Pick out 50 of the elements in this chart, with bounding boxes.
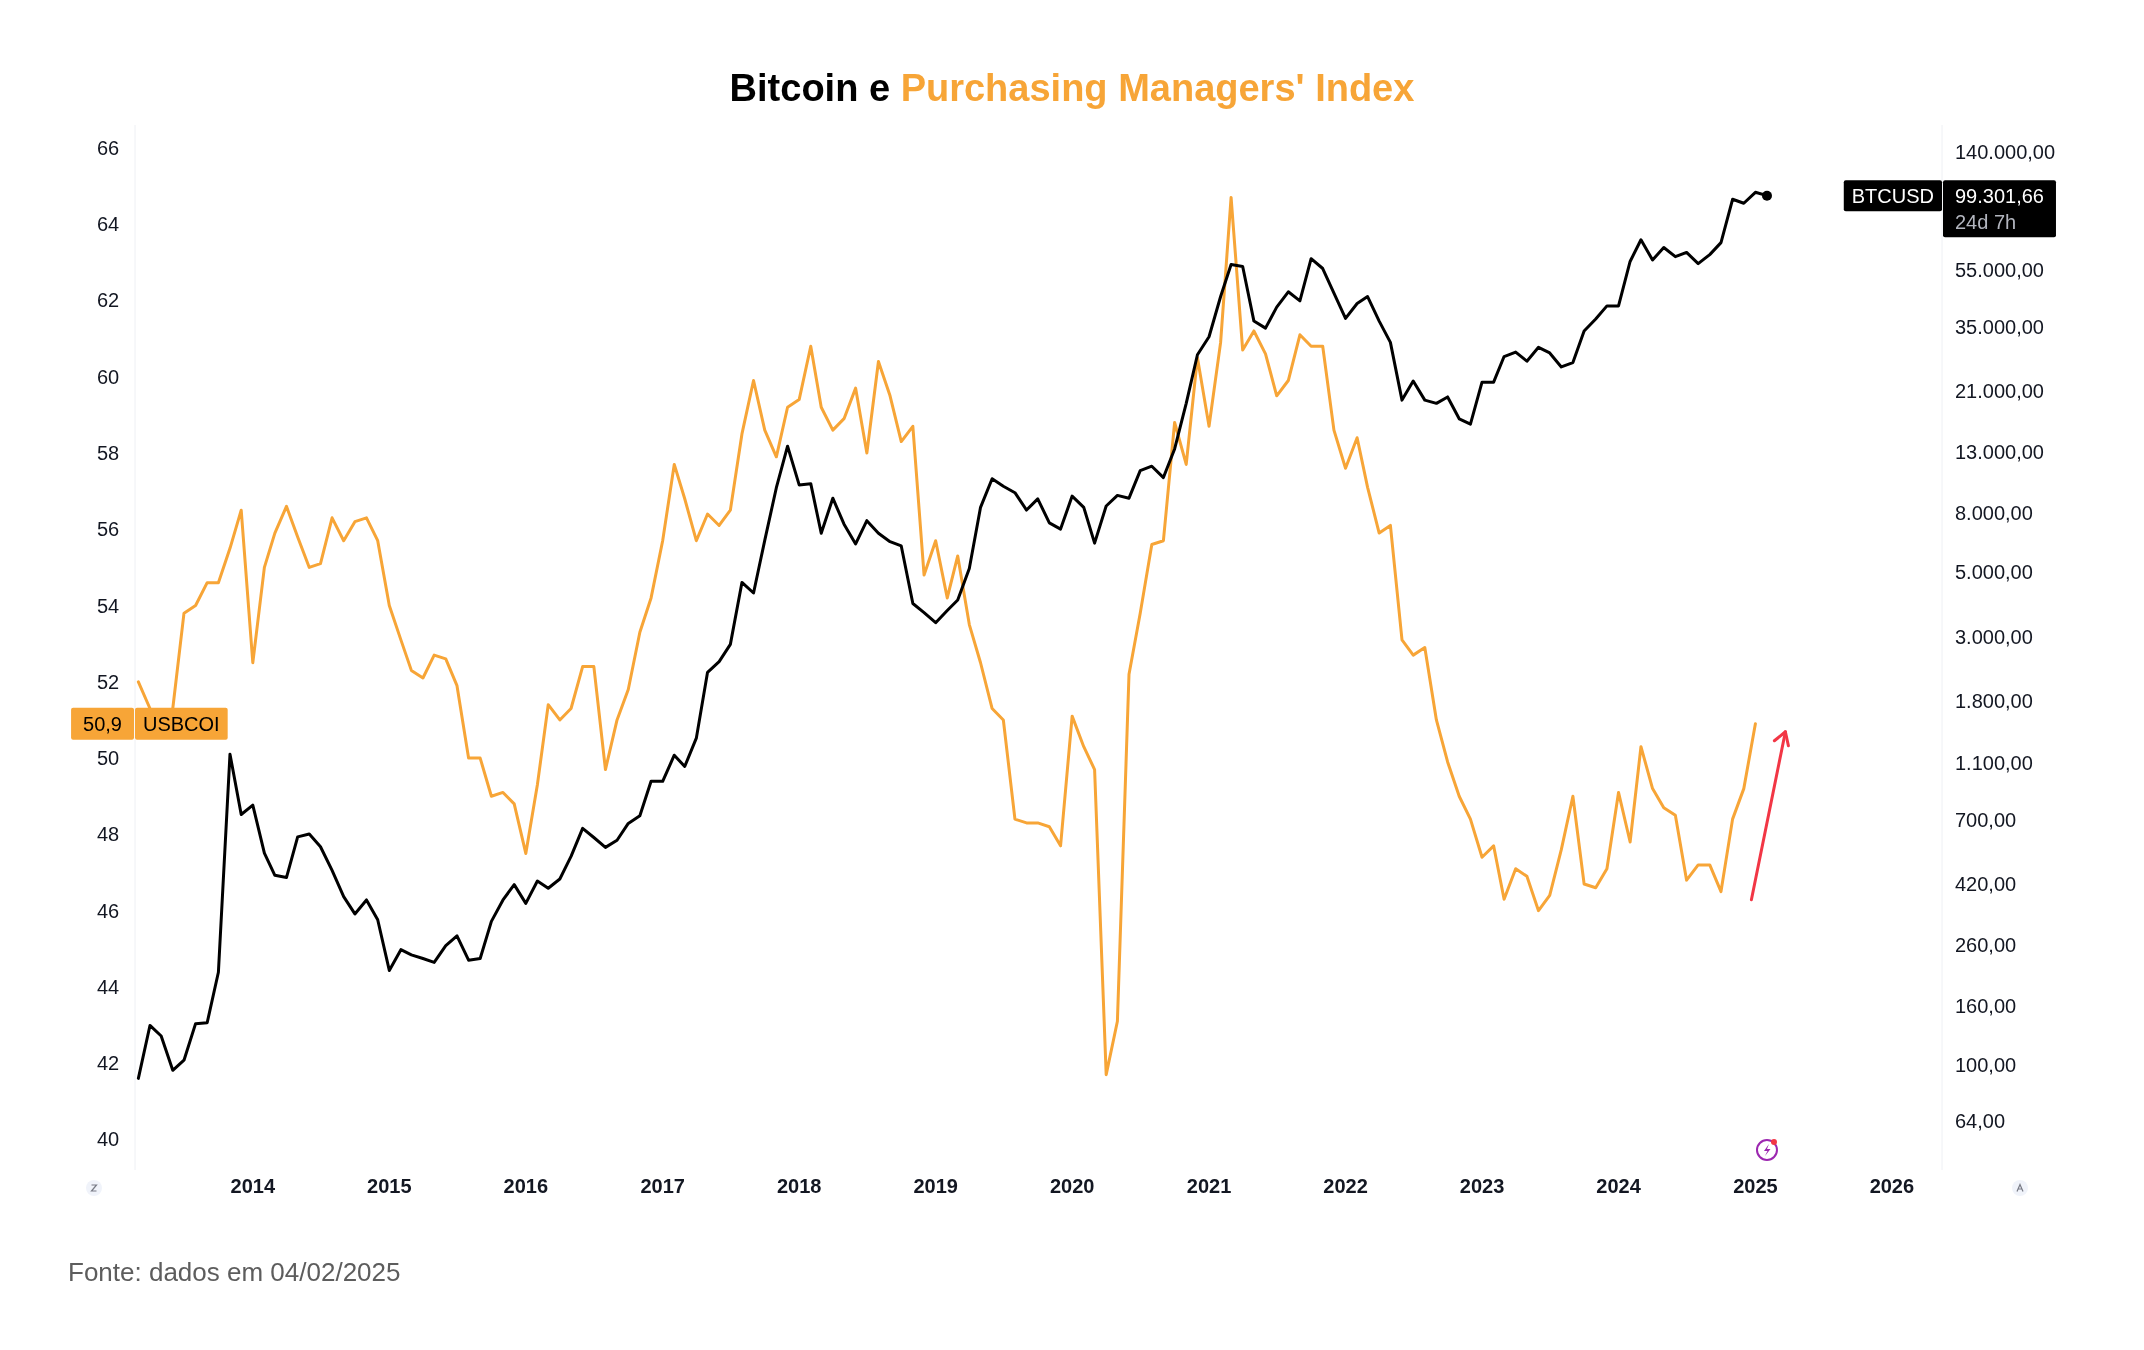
x-tick-label: 2018 xyxy=(776,1175,822,1197)
y2-tick-label: 8.000,00 xyxy=(1955,502,2033,525)
x-tick-label: 2017 xyxy=(640,1175,685,1197)
y2-tick-label: 35.000,00 xyxy=(1955,316,2044,339)
x-tick-label: 2023 xyxy=(1459,1175,1505,1197)
y2-tick-label: 140.000,00 xyxy=(1955,141,2056,164)
y-tick-label: 46 xyxy=(96,899,120,922)
y-tick-label: 50,9 xyxy=(83,712,123,735)
y2-tick-label: 420,00 xyxy=(1955,873,2017,896)
y-tick-label: 56 xyxy=(96,518,120,541)
y2-tick-label: 5.000,00 xyxy=(1955,561,2033,584)
x-tick-label: 2026 xyxy=(1869,1175,1915,1197)
y-tick-label: 48 xyxy=(96,823,120,846)
y2-tick-label: 55.000,00 xyxy=(1955,259,2044,282)
x-tick-label: 2014 xyxy=(230,1175,276,1197)
y-tick-label: 44 xyxy=(96,975,120,998)
chart-title: Bitcoin e Purchasing Managers' Index xyxy=(729,67,1415,109)
x-tick-label: 2021 xyxy=(1186,1175,1232,1197)
x-tick-label: 2020 xyxy=(1049,1175,1095,1197)
y-tick-label: 58 xyxy=(96,441,120,464)
source-note: Fonte: dados em 04/02/2025 xyxy=(68,1257,401,1287)
x-tick-label: 2025 xyxy=(1733,1175,1778,1197)
x-tick-label: 2022 xyxy=(1323,1175,1368,1197)
y2-tick-label: 160,00 xyxy=(1955,994,2017,1017)
y2-tick-label: 1.800,00 xyxy=(1955,689,2033,712)
y2-tick-label: 64,00 xyxy=(1955,1110,2006,1133)
y2-tick-label: 260,00 xyxy=(1955,933,2017,956)
text: 24d 7h xyxy=(1955,210,2017,233)
y-tick-label: 54 xyxy=(96,594,120,617)
y-tick-label: 52 xyxy=(96,670,120,693)
y2-tick-label: 3.000,00 xyxy=(1955,625,2033,648)
x-tick-label: 2015 xyxy=(367,1175,412,1197)
y-tick-label: 50 xyxy=(96,747,120,770)
text: BTCUSD xyxy=(1851,184,1934,207)
y2-tick-label: 100,00 xyxy=(1955,1054,2017,1077)
x-tick-label: 2019 xyxy=(913,1175,958,1197)
y-tick-label: 40 xyxy=(96,1128,120,1151)
y-tick-label: 60 xyxy=(96,365,120,388)
x-tick-label: 2016 xyxy=(503,1175,549,1197)
legend-label: USBCOI xyxy=(143,712,220,735)
x-tick-label: 2024 xyxy=(1596,1175,1642,1197)
y-tick-label: 64 xyxy=(96,213,120,236)
y2-tick-label: 21.000,00 xyxy=(1955,380,2044,403)
y2-tick-label: 99.301,66 xyxy=(1955,184,2044,207)
y2-tick-label: 13.000,00 xyxy=(1955,440,2044,463)
y-tick-label: 62 xyxy=(96,289,120,312)
y2-tick-label: 1.100,00 xyxy=(1955,752,2033,774)
y-tick-label: 66 xyxy=(96,136,120,159)
y2-tick-label: 700,00 xyxy=(1955,808,2017,831)
y-tick-label: 42 xyxy=(96,1052,120,1075)
